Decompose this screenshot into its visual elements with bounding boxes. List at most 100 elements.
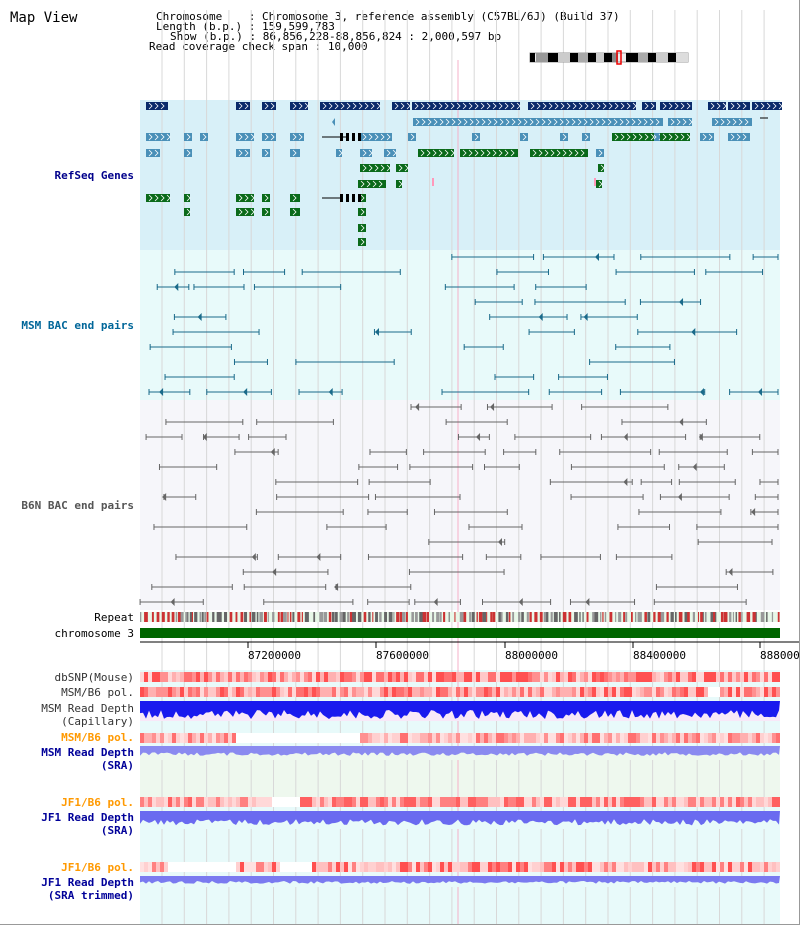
gene-strand-arrow (600, 164, 605, 172)
jf1-b6-pol-2-cell (748, 862, 752, 872)
track-label-dbsnp: dbSNP(Mouse) (54, 671, 134, 684)
gene-strand-arrow (238, 208, 243, 216)
dbsnp-cell (144, 672, 148, 682)
ideogram-band (578, 53, 588, 62)
gene-strand-arrow (160, 194, 165, 202)
msm-b6-pol-cell (520, 687, 524, 697)
bac-end-arrow (518, 598, 523, 606)
gene-strand-arrow (148, 133, 153, 141)
dbsnp-cell (420, 672, 424, 682)
msm-b6-pol-cell (428, 687, 432, 697)
msm-b6-pol-cell (440, 687, 444, 697)
msm-b6-pol-2-cell (676, 733, 680, 743)
dbsnp-cell (628, 672, 632, 682)
msm-b6-pol-cell (260, 687, 264, 697)
gene-strand-arrow (550, 149, 555, 157)
gene-strand-arrow (304, 102, 309, 110)
dbsnp-cell (736, 672, 740, 682)
dbsnp-cell (472, 672, 476, 682)
gene-strand-arrow (632, 133, 637, 141)
msm-b6-pol-2-cell (240, 733, 244, 743)
msm-b6-pol-cell (636, 687, 640, 697)
jf1-b6-pol-2-cell (152, 862, 156, 872)
jf1-b6-pol-2-cell (744, 862, 748, 872)
jf1-b6-pol-cell (708, 797, 712, 807)
gene-block (184, 208, 190, 216)
msm-b6-pol-2-cell (272, 733, 276, 743)
jf1-b6-pol-cell (516, 797, 520, 807)
dbsnp-cell (280, 672, 284, 682)
jf1-b6-pol-2-cell (672, 862, 676, 872)
msm-b6-pol-cell (764, 687, 768, 697)
msm-b6-pol-cell (172, 687, 176, 697)
gene-strand-arrow (499, 118, 504, 126)
repeat-element (459, 612, 464, 622)
gene-strand-arrow (340, 102, 345, 110)
msm-b6-pol-2-cell (596, 733, 600, 743)
msm-b6-pol-2-cell (184, 733, 188, 743)
gene-strand-arrow (720, 118, 725, 126)
track-label-msm-bac[interactable]: MSM BAC end pairs (21, 319, 134, 332)
jf1-b6-pol-cell (184, 797, 188, 807)
track-label-jf1-b6-pol-2: JF1/B6 pol. (61, 861, 134, 874)
dbsnp-cell (648, 672, 652, 682)
gene-strand-arrow (517, 118, 522, 126)
repeat-element (766, 612, 768, 622)
gene-block (184, 194, 190, 202)
msm-b6-pol-cell (476, 687, 480, 697)
jf1-b6-pol-cell (400, 797, 404, 807)
msm-b6-pol-cell (160, 687, 164, 697)
jf1-b6-pol-2-cell (588, 862, 592, 872)
gene-block (290, 149, 300, 157)
gene-strand-arrow (565, 118, 570, 126)
msm-b6-pol-cell (576, 687, 580, 697)
msm-b6-pol-cell (264, 687, 268, 697)
msm-b6-pol-2-cell (488, 733, 492, 743)
jf1-b6-pol-2-cell (196, 862, 200, 872)
dbsnp-cell (256, 672, 260, 682)
msm-b6-pol-cell (312, 687, 316, 697)
gene-block (358, 208, 366, 216)
ideogram-band (530, 53, 535, 62)
msm-b6-pol-2-cell (496, 733, 500, 743)
gene-strand-arrow (244, 102, 249, 110)
gene-strand-arrow (598, 180, 603, 188)
gene-strand-arrow (620, 102, 625, 110)
repeat-element (411, 612, 414, 622)
msm-b6-pol-2-cell (424, 733, 428, 743)
msm-b6-pol-cell (776, 687, 780, 697)
gene-strand-arrow (536, 102, 541, 110)
gene-strand-arrow (583, 118, 588, 126)
gene-strand-arrow (730, 133, 735, 141)
exon-block (346, 133, 349, 141)
repeat-element (443, 612, 446, 622)
gene-strand-arrow (778, 102, 783, 110)
track-label-b6n-bac[interactable]: B6N BAC end pairs (21, 499, 134, 512)
repeat-element (229, 612, 233, 622)
gene-strand-arrow (516, 102, 521, 110)
msm-b6-pol-cell (336, 687, 340, 697)
jf1-b6-pol-cell (392, 797, 396, 807)
dbsnp-cell (368, 672, 372, 682)
gene-strand-arrow (238, 149, 243, 157)
msm-b6-pol-cell (448, 687, 452, 697)
repeat-element (529, 612, 532, 622)
gene-strand-arrow (650, 102, 655, 110)
repeat-element (240, 612, 244, 622)
jf1-b6-pol-2-cell (188, 862, 192, 872)
gene-block (146, 149, 160, 157)
bac-end-arrow (174, 283, 179, 291)
gene-strand-arrow (469, 118, 474, 126)
repeat-element (235, 612, 238, 622)
repeat-element (384, 612, 388, 622)
track-label-refseq[interactable]: RefSeq Genes (54, 169, 134, 182)
gene-strand-arrow (364, 102, 369, 110)
msm-b6-pol-cell (424, 687, 428, 697)
gene-strand-arrow (572, 102, 577, 110)
repeat-element (586, 612, 589, 622)
msm-b6-pol-cell (332, 687, 336, 697)
msm-b6-pol-2-cell (312, 733, 316, 743)
dbsnp-cell (524, 672, 528, 682)
jf1-b6-pol-cell (720, 797, 724, 807)
